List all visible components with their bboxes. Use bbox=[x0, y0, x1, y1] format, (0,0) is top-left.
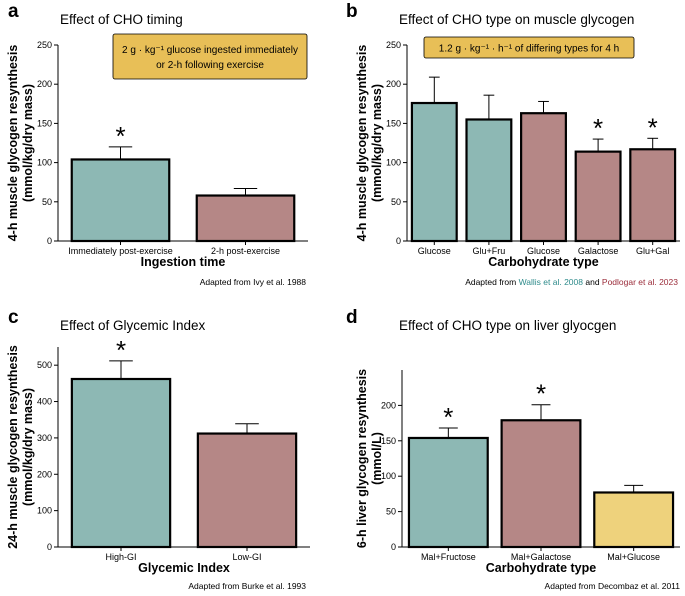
x-tick-label: 2-h post-exercise bbox=[211, 246, 280, 256]
y-tick-label: 100 bbox=[37, 158, 52, 168]
source-note: Adapted from Decombaz et al. 2011 bbox=[545, 581, 681, 591]
x-tick-label: Glucose bbox=[527, 246, 560, 256]
y-tick-label: 150 bbox=[37, 118, 52, 128]
panel-letter: d bbox=[346, 307, 358, 328]
y-tick-label: 400 bbox=[37, 397, 52, 407]
y-tick-label: 50 bbox=[386, 507, 396, 517]
x-axis-label: Carbohydrate type bbox=[486, 561, 596, 575]
panel-letter: c bbox=[8, 307, 19, 328]
panel-title: Effect of Glycemic Index bbox=[60, 318, 206, 333]
bar-3 bbox=[520, 112, 567, 243]
source-part: Adapted from Ivy et al. 1988 bbox=[200, 277, 307, 287]
y-tick-label: 100 bbox=[381, 471, 396, 481]
x-tick-label: Galactose bbox=[578, 246, 619, 256]
bar-2 bbox=[500, 419, 582, 549]
y-tick-label: 150 bbox=[386, 118, 401, 128]
panel-title: Effect of CHO type on muscle glycogen bbox=[399, 12, 634, 27]
x-tick-label: Glu+Fru bbox=[473, 246, 506, 256]
significance-star: * bbox=[115, 121, 125, 151]
significance-star: * bbox=[116, 335, 126, 365]
y-tick-label: 100 bbox=[37, 506, 52, 516]
significance-star: * bbox=[593, 113, 603, 143]
significance-star: * bbox=[536, 379, 546, 409]
source-note: Adapted from Ivy et al. 1988 bbox=[200, 277, 307, 287]
y-tick-label: 300 bbox=[37, 433, 52, 443]
significance-star: * bbox=[443, 402, 453, 432]
source-part: Wallis et al. 2008 bbox=[519, 277, 584, 287]
y-tick-label: 500 bbox=[37, 360, 52, 370]
source-part: Podlogar et al. 2023 bbox=[602, 277, 678, 287]
panel-title: Effect of CHO type on liver glyocgen bbox=[399, 318, 616, 333]
x-tick-label: Immediately post-exercise bbox=[68, 246, 173, 256]
y-axis-label: (mmol/kg/dry mass) bbox=[21, 388, 35, 506]
panel-letter: a bbox=[8, 1, 19, 22]
source-part: and bbox=[583, 277, 602, 287]
bar-5 bbox=[629, 148, 677, 243]
panel-c: c Effect of Glycemic Index 0 100 200 300 400 50… bbox=[6, 307, 310, 591]
y-tick-label: 0 bbox=[47, 542, 52, 552]
source-part: Adapted from Decombaz et al. 2011 bbox=[545, 581, 681, 591]
annotation-text: 1.2 g · kg⁻¹ · h⁻¹ of differing types fo… bbox=[439, 44, 619, 55]
y-tick-label: 150 bbox=[381, 436, 396, 446]
bar-2 bbox=[195, 194, 296, 243]
source-part: Adapted from Burke et al. 1993 bbox=[188, 581, 306, 591]
source-note: Adapted from Burke et al. 1993 bbox=[188, 581, 306, 591]
bar-1 bbox=[70, 158, 171, 243]
source-part: Adapted from bbox=[465, 277, 518, 287]
y-axis-label: 4-h muscle glycogen resynthesis bbox=[6, 45, 20, 242]
y-tick-label: 250 bbox=[386, 40, 401, 50]
panel-a: a Effect of CHO timing 0 50 100 150 200 250 4-h … bbox=[6, 1, 308, 287]
x-tick-label: Glucose bbox=[418, 246, 451, 256]
y-tick-label: 100 bbox=[386, 158, 401, 168]
x-tick-label: Mal+Fructose bbox=[421, 552, 476, 562]
y-axis-label: (mmol/L) bbox=[370, 432, 384, 485]
y-tick-label: 50 bbox=[391, 197, 401, 207]
annotation-box bbox=[423, 36, 635, 59]
panel-title: Effect of CHO timing bbox=[60, 12, 183, 27]
bar-3 bbox=[593, 491, 675, 549]
x-axis-label: Glycemic Index bbox=[138, 561, 230, 575]
y-axis-label: (mmol/kg/dry mass) bbox=[21, 84, 35, 202]
y-tick-label: 0 bbox=[47, 236, 52, 246]
y-axis-label: (mmol/kg/dry mass) bbox=[370, 84, 384, 202]
x-tick-label: Glu+Gal bbox=[636, 246, 669, 256]
y-tick-label: 0 bbox=[396, 236, 401, 246]
x-axis-label: Carbohydrate type bbox=[488, 255, 598, 269]
panel-b: b Effect of CHO type on muscle glycogen 0 5… bbox=[346, 1, 680, 287]
y-tick-label: 200 bbox=[37, 469, 52, 479]
y-tick-label: 200 bbox=[37, 79, 52, 89]
bar-1 bbox=[410, 101, 458, 243]
panel-d: d Effect of CHO type on liver glyocgen 0 50… bbox=[346, 307, 680, 591]
bar-1 bbox=[70, 377, 172, 549]
source-note: Adapted from Wallis et al. 2008 and Podl… bbox=[465, 277, 678, 287]
x-tick-label: High-GI bbox=[105, 552, 136, 562]
y-tick-label: 250 bbox=[37, 40, 52, 50]
annotation-text: or 2-h following exercise bbox=[156, 60, 264, 71]
annotation-box bbox=[112, 33, 308, 80]
y-tick-label: 0 bbox=[391, 542, 396, 552]
bar-2 bbox=[196, 432, 298, 549]
x-axis-label: Ingestion time bbox=[141, 255, 226, 269]
bar-2 bbox=[465, 118, 513, 243]
annotation-text: 2 g · kg⁻¹ glucose ingested immediately bbox=[122, 45, 298, 56]
y-axis-label: 6-h liver glycogen resynthesis bbox=[355, 369, 369, 548]
y-axis-label: 4-h muscle glycogen resynthesis bbox=[355, 45, 369, 242]
bar-4 bbox=[574, 150, 622, 243]
significance-star: * bbox=[648, 112, 658, 142]
x-tick-label: Low-GI bbox=[232, 552, 261, 562]
x-tick-label: Mal+Galactose bbox=[511, 552, 571, 562]
y-tick-label: 200 bbox=[381, 400, 396, 410]
bar-1 bbox=[407, 436, 489, 549]
y-tick-label: 200 bbox=[386, 79, 401, 89]
y-axis-label: 24-h muscle glycogen resynthesis bbox=[6, 345, 20, 549]
x-tick-label: Mal+Glucose bbox=[607, 552, 660, 562]
panel-letter: b bbox=[346, 1, 358, 22]
y-tick-label: 50 bbox=[42, 197, 52, 207]
